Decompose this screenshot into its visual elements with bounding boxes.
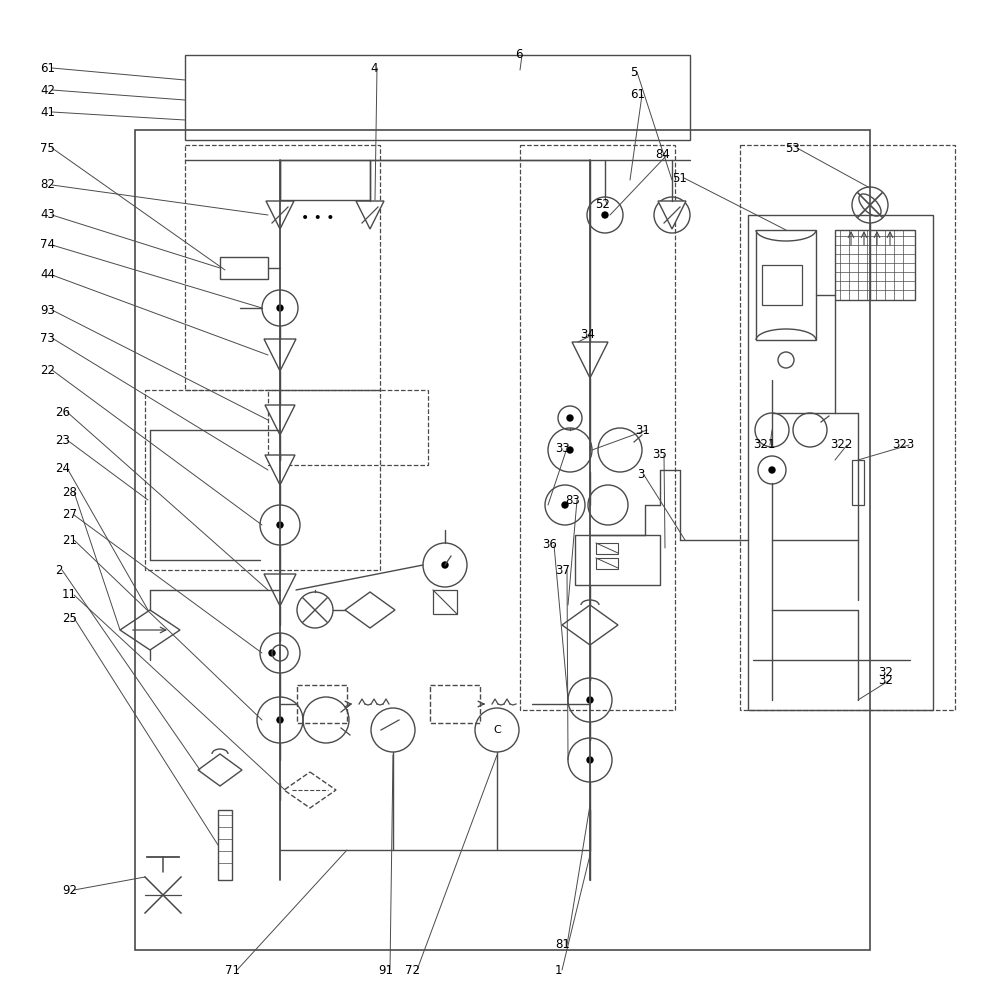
Text: 75: 75 xyxy=(40,141,55,154)
Bar xyxy=(268,390,428,465)
Circle shape xyxy=(567,447,573,453)
Circle shape xyxy=(567,415,573,421)
Circle shape xyxy=(277,717,283,723)
Polygon shape xyxy=(266,201,294,229)
Text: 35: 35 xyxy=(652,448,667,462)
Text: • • •: • • • xyxy=(302,211,335,225)
Polygon shape xyxy=(265,455,295,485)
Text: 61: 61 xyxy=(630,89,645,102)
Text: 322: 322 xyxy=(830,438,852,452)
Circle shape xyxy=(277,522,283,528)
Bar xyxy=(596,558,618,569)
Text: 25: 25 xyxy=(62,611,77,624)
Text: 43: 43 xyxy=(40,209,55,222)
Text: 37: 37 xyxy=(555,564,570,576)
Bar xyxy=(185,55,690,140)
Text: 26: 26 xyxy=(55,406,70,418)
Polygon shape xyxy=(264,339,296,371)
Bar xyxy=(520,145,675,710)
Text: 84: 84 xyxy=(655,148,669,161)
Text: 21: 21 xyxy=(62,534,77,546)
Bar xyxy=(297,685,347,723)
Text: 1: 1 xyxy=(555,964,562,976)
Text: 24: 24 xyxy=(55,462,70,475)
Polygon shape xyxy=(658,201,686,229)
Text: 41: 41 xyxy=(40,105,55,118)
Text: 42: 42 xyxy=(40,84,55,97)
Text: 5: 5 xyxy=(630,66,637,79)
Bar xyxy=(218,810,232,880)
Text: 61: 61 xyxy=(40,62,55,75)
Text: 83: 83 xyxy=(565,493,580,506)
Text: 11: 11 xyxy=(62,588,77,601)
Text: C: C xyxy=(493,725,501,735)
Bar xyxy=(835,230,915,300)
Text: 36: 36 xyxy=(542,538,557,552)
Circle shape xyxy=(442,562,448,568)
Text: 4: 4 xyxy=(370,62,378,75)
Circle shape xyxy=(669,212,675,218)
Text: 52: 52 xyxy=(595,198,610,212)
Text: 3: 3 xyxy=(637,468,645,482)
Circle shape xyxy=(769,467,775,473)
Bar xyxy=(748,215,933,710)
Circle shape xyxy=(562,502,568,508)
Circle shape xyxy=(602,212,608,218)
Circle shape xyxy=(587,697,593,703)
Text: 323: 323 xyxy=(892,438,914,452)
Text: 93: 93 xyxy=(40,304,55,316)
Text: 23: 23 xyxy=(55,434,70,446)
Bar xyxy=(185,145,380,390)
Bar xyxy=(575,535,660,585)
Text: 321: 321 xyxy=(753,438,775,452)
Circle shape xyxy=(269,650,275,656)
Text: 82: 82 xyxy=(40,178,55,192)
Text: 44: 44 xyxy=(40,268,55,282)
Text: 6: 6 xyxy=(515,48,523,62)
Polygon shape xyxy=(265,405,295,435)
Text: 31: 31 xyxy=(635,424,650,436)
Bar xyxy=(762,265,802,305)
Polygon shape xyxy=(264,574,296,606)
Text: 32: 32 xyxy=(878,674,893,686)
Polygon shape xyxy=(572,342,608,378)
Bar xyxy=(433,590,457,614)
Text: 32: 32 xyxy=(878,666,893,678)
Text: 91: 91 xyxy=(378,964,393,976)
Text: 92: 92 xyxy=(62,884,77,896)
Bar xyxy=(430,685,480,723)
Text: 53: 53 xyxy=(785,141,800,154)
Text: 51: 51 xyxy=(672,172,687,184)
Text: 2: 2 xyxy=(55,564,62,576)
Text: 72: 72 xyxy=(405,964,420,976)
Bar xyxy=(220,257,268,279)
Bar xyxy=(145,390,380,570)
Bar xyxy=(756,230,816,340)
Bar xyxy=(135,130,870,950)
Circle shape xyxy=(587,757,593,763)
Text: 28: 28 xyxy=(62,486,77,498)
Text: 73: 73 xyxy=(40,332,55,344)
Text: 74: 74 xyxy=(40,238,55,251)
Text: 81: 81 xyxy=(555,938,570,952)
Text: 71: 71 xyxy=(225,964,240,976)
Polygon shape xyxy=(356,201,384,229)
Bar xyxy=(852,460,864,505)
Text: 34: 34 xyxy=(580,328,595,342)
Bar xyxy=(740,145,955,710)
Text: 27: 27 xyxy=(62,508,77,522)
Text: 33: 33 xyxy=(555,442,570,454)
Text: 22: 22 xyxy=(40,363,55,376)
Bar xyxy=(596,543,618,554)
Circle shape xyxy=(277,305,283,311)
